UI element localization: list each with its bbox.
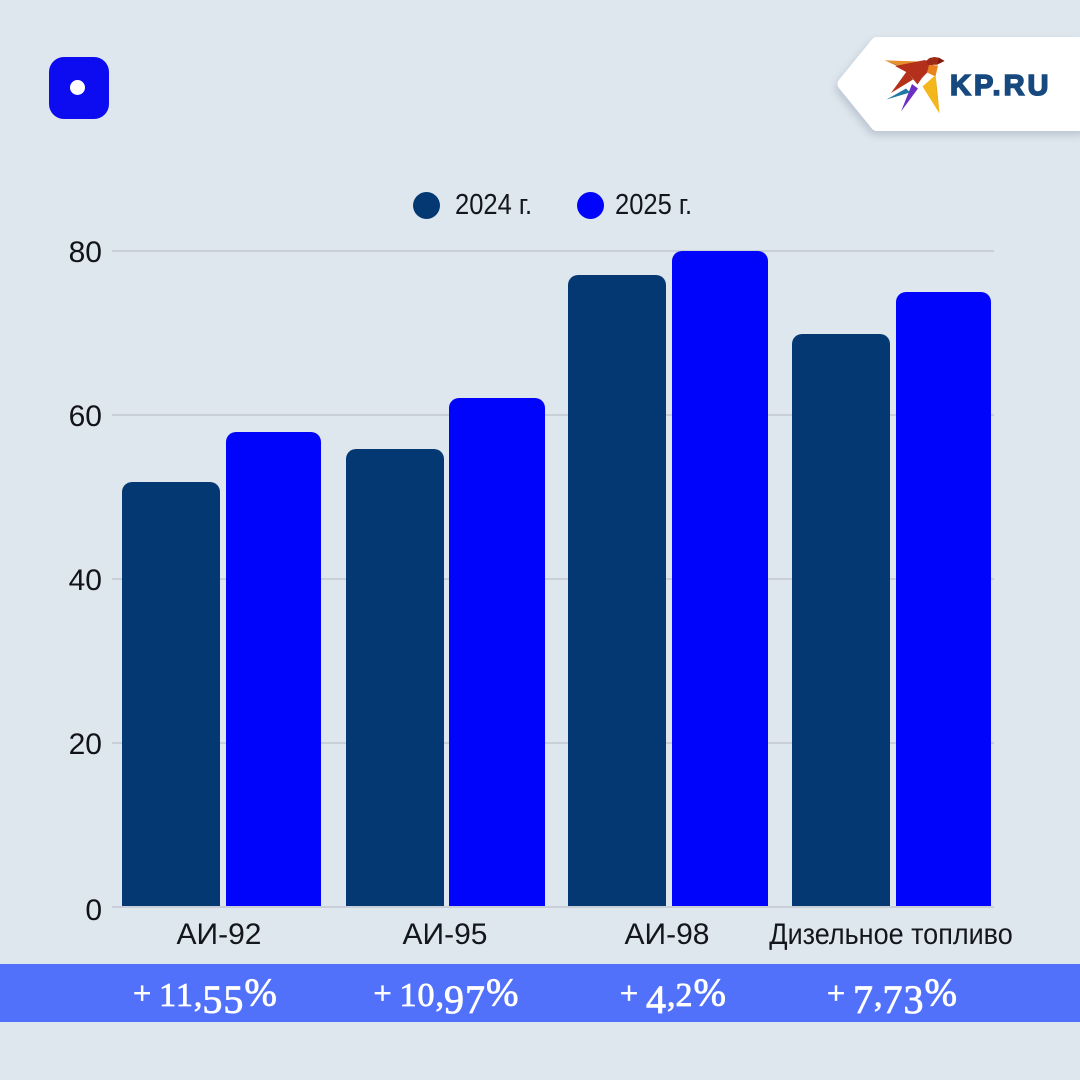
- svg-text:KP.RU: KP.RU: [950, 70, 1052, 102]
